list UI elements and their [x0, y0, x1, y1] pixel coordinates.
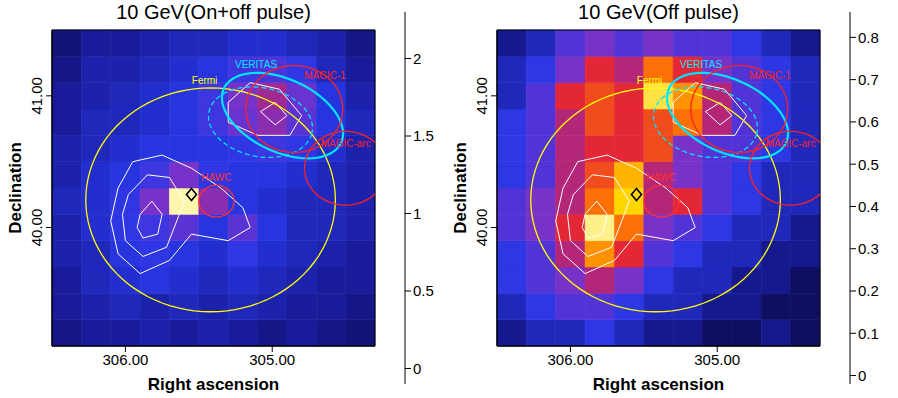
svg-text:0.3: 0.3	[858, 240, 879, 257]
svg-text:0.6: 0.6	[858, 113, 879, 130]
svg-text:2: 2	[413, 50, 421, 67]
html-text:Declination: Declination	[6, 142, 25, 234]
svg-text:41.00: 41.00	[28, 77, 45, 115]
svg-text:305.00: 305.00	[694, 351, 740, 368]
svg-text:40.00: 40.00	[28, 209, 45, 247]
svg-text:Fermi: Fermi	[637, 75, 663, 86]
svg-text:0: 0	[413, 360, 421, 377]
svg-text:0.2: 0.2	[858, 282, 879, 299]
svg-text:MAGIC-arc: MAGIC-arc	[766, 138, 816, 149]
html-text:10 GeV(Off pulse): 10 GeV(Off pulse)	[578, 1, 739, 23]
svg-text:1.5: 1.5	[413, 127, 434, 144]
svg-text:MAGIC-1: MAGIC-1	[749, 70, 791, 81]
svg-text:0.4: 0.4	[858, 198, 879, 215]
svg-text:0.7: 0.7	[858, 71, 879, 88]
svg-text:HAWC: HAWC	[201, 172, 231, 183]
svg-text:Right ascension: Right ascension	[148, 375, 279, 394]
svg-text:0.5: 0.5	[858, 156, 879, 173]
svg-text:0.8: 0.8	[858, 29, 879, 46]
svg-text:Right ascension: Right ascension	[593, 375, 724, 394]
svg-text:0.5: 0.5	[413, 282, 434, 299]
svg-text:MAGIC-1: MAGIC-1	[304, 70, 346, 81]
svg-text:VERITAS: VERITAS	[235, 59, 277, 70]
svg-text:1: 1	[413, 205, 421, 222]
svg-text:306.00: 306.00	[547, 351, 593, 368]
svg-text:VERITAS: VERITAS	[680, 59, 722, 70]
svg-text:40.00: 40.00	[473, 209, 490, 247]
svg-text:HAWC: HAWC	[646, 172, 676, 183]
svg-text:306.00: 306.00	[102, 351, 148, 368]
svg-text:0: 0	[858, 367, 866, 384]
html-text:10 GeV(On+off pulse): 10 GeV(On+off pulse)	[116, 1, 311, 23]
svg-text:MAGIC-arc: MAGIC-arc	[321, 138, 371, 149]
svg-text:Fermi: Fermi	[192, 75, 218, 86]
svg-text:0.1: 0.1	[858, 325, 879, 342]
svg-text:305.00: 305.00	[249, 351, 295, 368]
html-text:Declination: Declination	[451, 142, 470, 234]
svg-text:41.00: 41.00	[473, 77, 490, 115]
